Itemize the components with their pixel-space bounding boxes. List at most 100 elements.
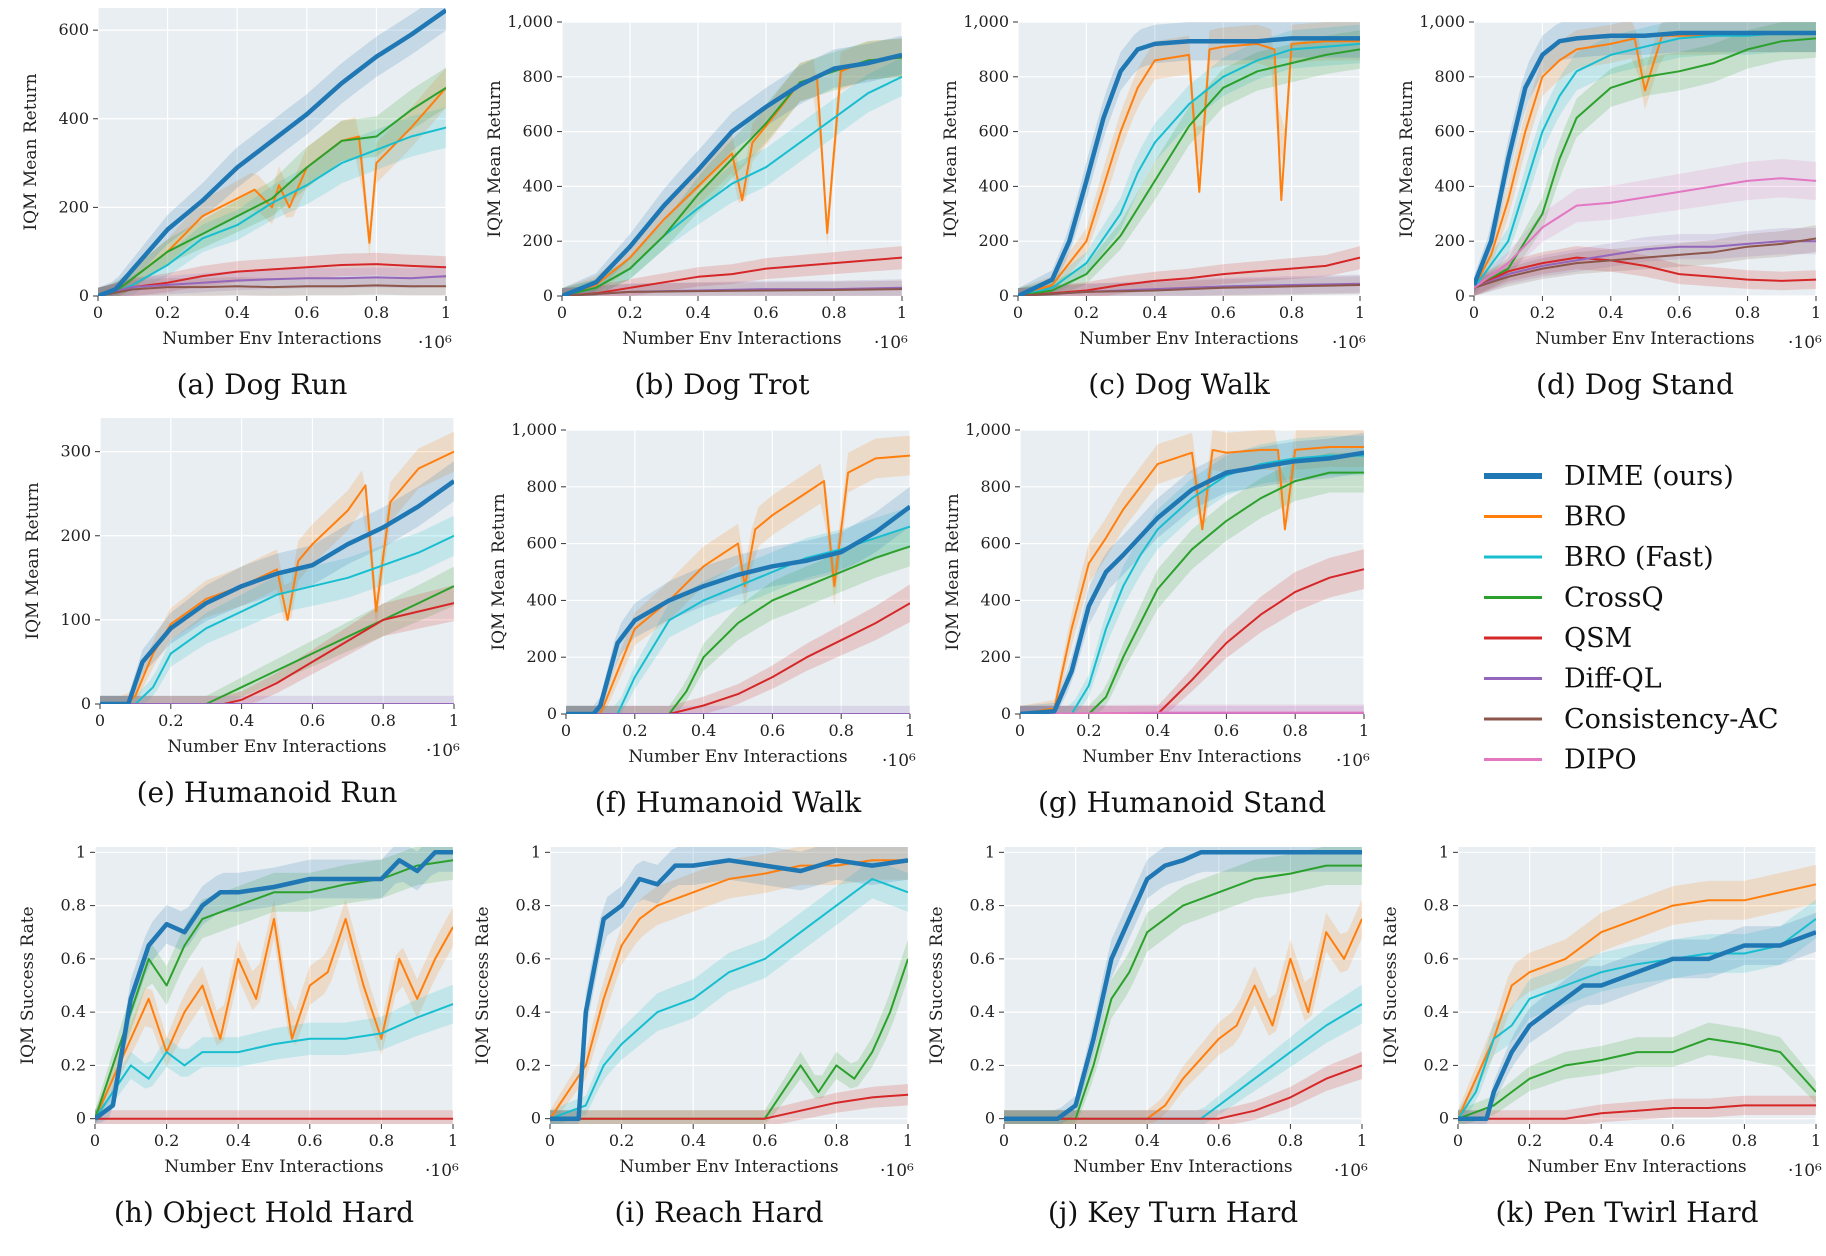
series-line-bro-fast- — [1474, 32, 1816, 289]
panel-caption: (h) Object Hold Hard — [114, 1196, 414, 1229]
series-line-qsm — [566, 602, 910, 714]
confidence-band — [562, 38, 902, 296]
confidence-band — [566, 435, 910, 714]
x-tick-label: 0.2 — [617, 303, 642, 322]
x-axis-label: Number Env Interactions — [622, 329, 841, 349]
x-axis-label: Number Env Interactions — [1073, 1157, 1292, 1177]
x-tick-label: 0.8 — [1732, 1131, 1757, 1150]
y-tick-label: 800 — [978, 67, 1009, 86]
confidence-band — [1018, 246, 1360, 296]
x-axis-scale: ·10⁶ — [1332, 333, 1366, 353]
y-tick-label: 0.2 — [516, 1055, 541, 1074]
confidence-band — [95, 847, 453, 1124]
x-tick-label: 0.4 — [1134, 1131, 1159, 1150]
x-tick-label: 1 — [897, 303, 907, 322]
series-line-qsm — [1020, 568, 1364, 714]
panel-7: 0 0.2 0.4 0.6 0.8 1 0 200 400 600 800 1,000 Number E… — [943, 420, 1370, 819]
series-line-crossq — [1020, 471, 1364, 714]
confidence-band — [550, 847, 908, 1124]
y-axis-label: IQM Mean Return — [941, 80, 961, 237]
y-axis-label: IQM Mean Return — [23, 482, 43, 639]
y-tick-label: 100 — [60, 610, 91, 629]
plot-background — [566, 430, 910, 714]
series-line-bro-fast- — [1020, 454, 1364, 714]
x-tick-label: 0.2 — [609, 1131, 634, 1150]
panel-caption: (a) Dog Run — [177, 368, 348, 401]
confidence-band — [1458, 899, 1816, 1124]
y-tick-label: 0.6 — [970, 949, 995, 968]
confidence-band — [1018, 22, 1360, 296]
series-line-bro — [1020, 446, 1364, 714]
y-tick-label: 200 — [522, 231, 553, 250]
y-tick-label: 400 — [1434, 176, 1465, 195]
panel-4: 0 0.2 0.4 0.6 0.8 1 0 200 400 600 800 1,000 Number E… — [1397, 12, 1822, 401]
x-axis-label: Number Env Interactions — [162, 329, 381, 349]
confidence-band — [100, 431, 454, 704]
x-tick-label: 0.8 — [1735, 303, 1760, 322]
series-line-bro — [1004, 918, 1362, 1120]
legend-label: BRO (Fast) — [1564, 542, 1714, 573]
y-tick-label: 0 — [543, 286, 553, 305]
confidence-band — [566, 526, 910, 714]
y-tick-label: 0 — [1455, 286, 1465, 305]
plot-series-group — [1018, 22, 1360, 296]
y-tick-label: 200 — [58, 197, 89, 216]
y-axis-label: IQM Mean Return — [943, 493, 963, 650]
panel-2: 0 0.2 0.4 0.6 0.8 1 0 200 400 600 800 1,000 Number E… — [485, 12, 908, 401]
x-tick-label: 0.4 — [1598, 303, 1623, 322]
x-axis-scale: ·10⁶ — [874, 333, 908, 353]
series-line-dime-ours- — [1020, 450, 1364, 714]
y-axis-label: IQM Success Rate — [18, 906, 38, 1064]
y-tick-label: 800 — [522, 67, 553, 86]
y-tick-label: 1 — [985, 842, 995, 861]
x-tick-label: 0 — [1013, 303, 1023, 322]
series-line-consistency-ac — [562, 288, 902, 296]
series-line-qsm — [1004, 1064, 1362, 1120]
y-tick-label: 1,000 — [507, 12, 553, 31]
confidence-band — [98, 8, 446, 296]
y-tick-label: 0 — [1001, 704, 1011, 723]
series-line-dime-ours- — [1018, 36, 1360, 296]
x-tick-label: 0 — [561, 721, 571, 740]
x-tick-label: 0.6 — [1666, 303, 1691, 322]
x-tick-label: 0.8 — [369, 1131, 394, 1150]
confidence-band — [98, 107, 446, 296]
x-tick-label: 0.6 — [1210, 303, 1235, 322]
series-line-dime-ours- — [1474, 30, 1816, 286]
panel-caption: (d) Dog Stand — [1536, 368, 1734, 401]
y-tick-label: 0.6 — [516, 949, 541, 968]
x-tick-label: 1 — [903, 1131, 913, 1150]
x-axis-label: Number Env Interactions — [619, 1157, 838, 1177]
x-axis-scale: ·10⁶ — [418, 333, 452, 353]
x-tick-label: 0 — [1453, 1131, 1463, 1150]
series-line-dime-ours- — [550, 858, 908, 1121]
x-tick-label: 0.4 — [229, 711, 254, 730]
x-tick-label: 1 — [1811, 1131, 1821, 1150]
series-line-crossq — [1004, 864, 1362, 1120]
y-tick-label: 0.8 — [516, 896, 541, 915]
series-line-dime-ours- — [98, 8, 446, 296]
x-tick-label: 0.8 — [821, 303, 846, 322]
series-line-qsm — [1458, 1104, 1816, 1120]
series-line-crossq — [1018, 48, 1360, 296]
x-tick-label: 0.2 — [154, 1131, 179, 1150]
confidence-band — [1018, 24, 1360, 296]
series-line-dime-ours- — [95, 850, 453, 1121]
x-tick-label: 0.6 — [1206, 1131, 1231, 1150]
y-tick-label: 600 — [522, 122, 553, 141]
series-line-crossq — [100, 585, 454, 704]
x-tick-label: 1 — [449, 711, 459, 730]
confidence-band — [1474, 22, 1816, 294]
x-axis-label: Number Env Interactions — [164, 1157, 383, 1177]
legend-label: QSM — [1564, 623, 1632, 654]
y-axis-label: IQM Mean Return — [489, 493, 509, 650]
legend: DIME (ours) BRO BRO (Fast) CrossQ QSM Diff-QL… — [1484, 461, 1779, 776]
confidence-band — [100, 585, 454, 704]
y-tick-label: 0 — [985, 1109, 995, 1128]
series-line-diff-ql — [98, 275, 446, 296]
series-line-bro — [566, 454, 910, 714]
x-tick-label: 0.8 — [370, 711, 395, 730]
confidence-band — [550, 859, 908, 1124]
x-axis-label: Number Env Interactions — [1082, 747, 1301, 767]
series-line-qsm — [562, 256, 902, 296]
